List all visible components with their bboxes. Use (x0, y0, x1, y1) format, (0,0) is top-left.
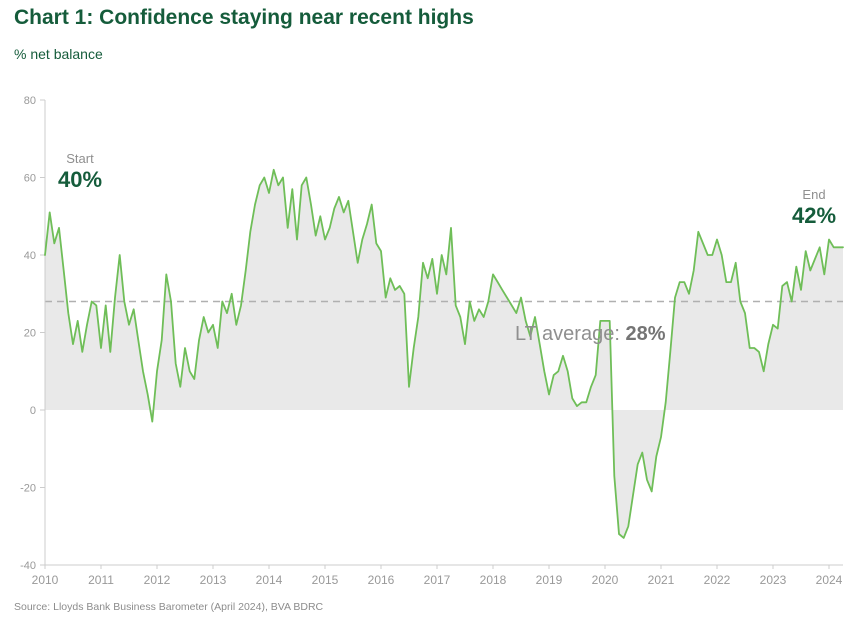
y-tick-label: -40 (20, 560, 36, 572)
chart-subtitle: % net balance (14, 46, 103, 62)
y-tick-label: 80 (24, 95, 36, 107)
source-note: Source: Lloyds Bank Business Barometer (… (14, 601, 324, 613)
x-tick-label: 2023 (760, 573, 787, 587)
x-tick-label: 2024 (816, 573, 843, 587)
start-value: 40% (57, 166, 103, 192)
x-tick-label: 2010 (32, 573, 59, 587)
chart-title: Chart 1: Confidence staying near recent … (14, 6, 474, 29)
lt-average-annotation: LT average: 28% (515, 323, 665, 346)
x-tick-label: 2020 (592, 573, 619, 587)
start-label: Start (66, 151, 94, 166)
lt-average-value: 28% (625, 323, 666, 345)
end-label: End (802, 187, 826, 202)
series-line (44, 168, 844, 539)
x-tick-label: 2017 (424, 573, 451, 587)
series-area-fill (45, 169, 843, 538)
y-tick-label: -20 (20, 483, 36, 495)
x-tick-label: 2012 (144, 573, 171, 587)
end-annotation: End 42% (784, 187, 844, 228)
start-annotation: Start 40% (48, 151, 112, 192)
x-tick-label: 2016 (368, 573, 395, 587)
lt-average-label: LT average: (515, 323, 626, 345)
y-tick-label: 60 (24, 173, 36, 185)
end-value: 42% (791, 202, 837, 228)
x-tick-label: 2011 (88, 573, 114, 587)
x-tick-label: 2014 (256, 573, 283, 587)
x-tick-label: 2018 (480, 573, 507, 587)
y-tick-label: 20 (24, 328, 36, 340)
y-tick-label: 40 (24, 250, 36, 262)
x-tick-label: 2022 (704, 573, 731, 587)
x-tick-label: 2015 (312, 573, 339, 587)
x-tick-label: 2021 (648, 573, 675, 587)
x-tick-label: 2013 (200, 573, 227, 587)
y-tick-label: 0 (30, 405, 36, 417)
x-tick-label: 2019 (536, 573, 563, 587)
